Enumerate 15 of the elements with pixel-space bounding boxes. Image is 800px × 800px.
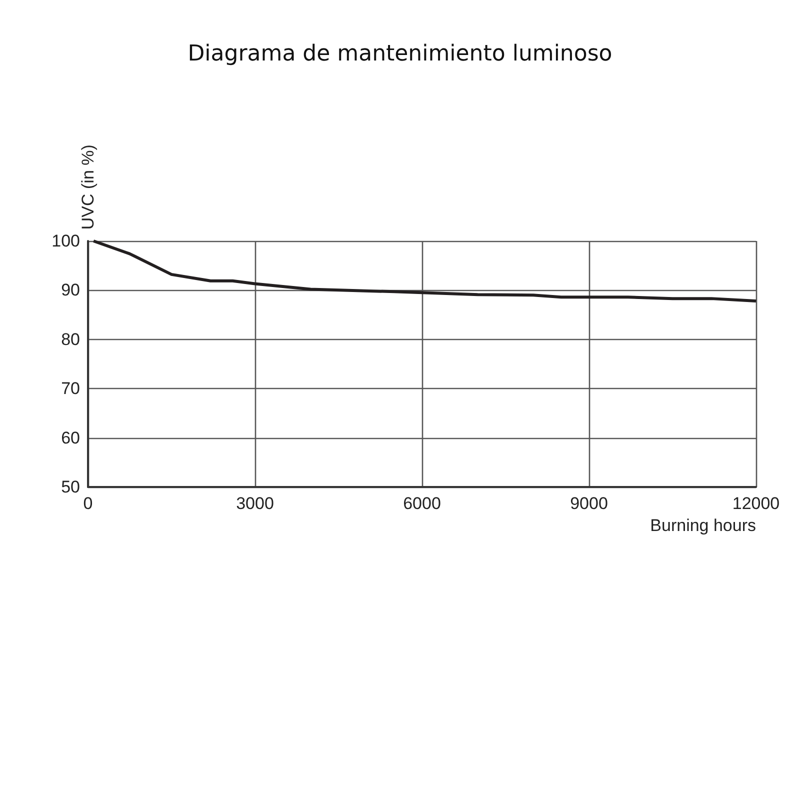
x-tick-label: 12000: [732, 494, 780, 513]
y-tick-label: 90: [61, 280, 80, 300]
chart-title: Diagrama de mantenimiento luminoso: [188, 42, 612, 66]
y-tick-label: 50: [61, 478, 80, 496]
line-series: [92, 240, 758, 303]
y-tick-label: 80: [61, 330, 80, 349]
x-tick-label: 3000: [236, 494, 274, 513]
x-tick-label: 6000: [403, 494, 441, 513]
y-tick-label: 60: [61, 428, 80, 448]
y-tick-label: 70: [61, 379, 80, 398]
x-tick-label: 0: [83, 494, 93, 513]
y-tick-label: 100: [52, 232, 80, 250]
x-tick-label: 9000: [570, 494, 608, 513]
x-axis-title: Burning hours: [650, 516, 756, 535]
y-axis-title: UVC (in %): [78, 144, 98, 230]
